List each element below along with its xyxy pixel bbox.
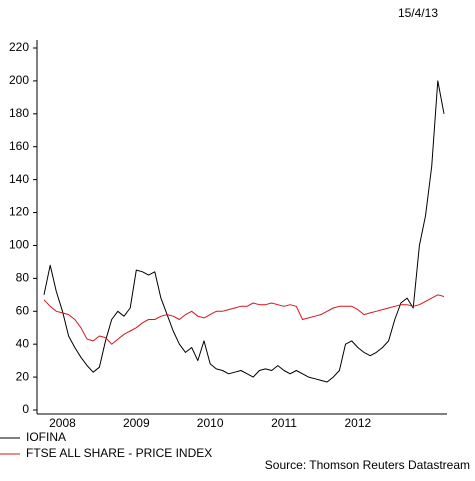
- y-tick-label: 60: [16, 303, 30, 317]
- y-tick-label: 180: [9, 106, 29, 120]
- y-tick-label: 80: [16, 271, 30, 285]
- y-tick-label: 160: [9, 139, 29, 153]
- legend-label: FTSE ALL SHARE - PRICE INDEX: [26, 446, 212, 460]
- x-tick-label: 2011: [271, 416, 297, 430]
- x-tick-label: 2009: [123, 416, 150, 430]
- y-tick-label: 140: [9, 172, 29, 186]
- y-tick-label: 200: [9, 73, 29, 87]
- y-tick-label: 0: [22, 402, 29, 416]
- y-tick-label: 40: [16, 336, 30, 350]
- x-tick-label: 2008: [49, 416, 76, 430]
- date-label: 15/4/13: [398, 6, 438, 20]
- series-line: [43, 294, 445, 345]
- y-tick-label: 220: [9, 40, 29, 54]
- x-tick-label: 2010: [197, 416, 224, 430]
- y-tick-label: 100: [9, 238, 29, 252]
- y-tick-label: 120: [9, 205, 29, 219]
- series-line: [43, 80, 445, 383]
- x-tick-label: 2012: [344, 416, 371, 430]
- y-tick-label: 20: [16, 369, 30, 383]
- legend-label: IOFINA: [26, 430, 66, 444]
- source: Source: Thomson Reuters Datastream: [265, 458, 470, 472]
